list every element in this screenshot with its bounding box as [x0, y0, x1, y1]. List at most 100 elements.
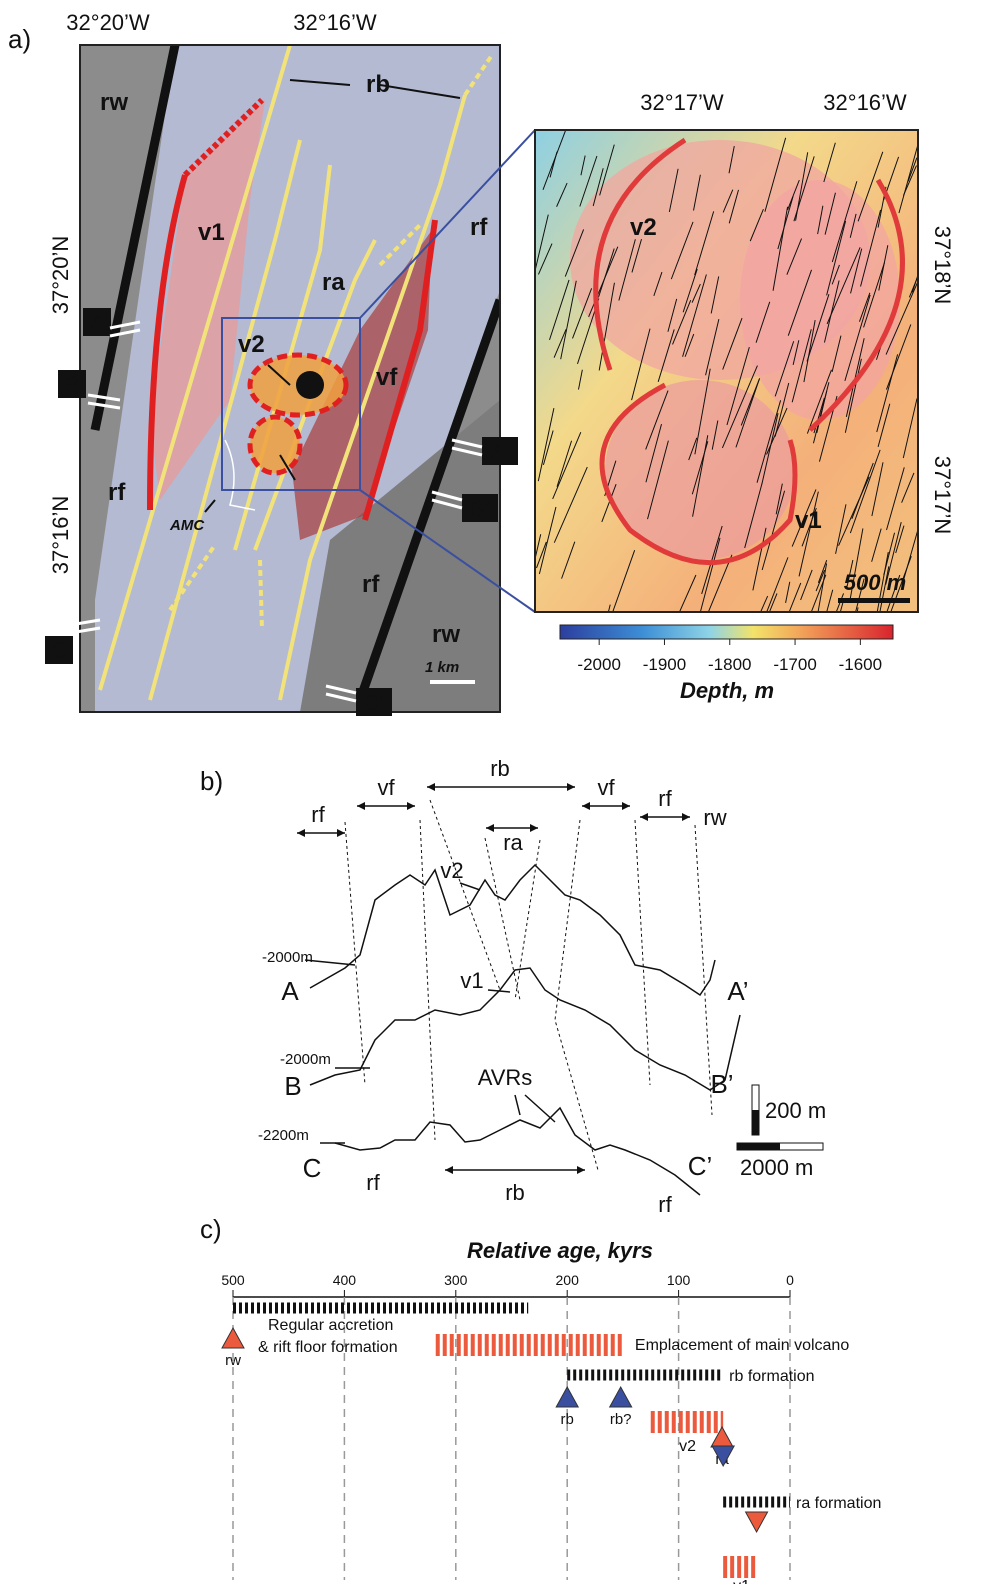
fault-line: [561, 541, 576, 579]
panel-label: b): [200, 766, 223, 796]
figure-path: [362, 219, 438, 521]
figure-path: [309, 863, 716, 997]
fault-line: [760, 595, 769, 612]
x-tick-label: 500: [221, 1272, 245, 1288]
fault-line: [722, 317, 743, 370]
fault-line: [911, 273, 918, 293]
fault-line: [806, 294, 830, 362]
fault-line: [749, 208, 764, 242]
map-label: v2: [630, 214, 657, 241]
section-label: C: [51, 638, 67, 663]
bar-label: Regular accretion: [268, 1317, 393, 1334]
fault-line: [668, 168, 679, 213]
section-label: B: [65, 372, 80, 397]
figure-path: [98, 45, 292, 691]
fault-line: [577, 369, 583, 390]
fault-line: [707, 554, 733, 612]
fault-line: [764, 137, 787, 212]
figure-path: [224, 439, 256, 511]
fault-line: [552, 432, 582, 500]
figure-path: [297, 783, 690, 1174]
figure-ellipse: [605, 380, 795, 560]
figure-path: [204, 364, 296, 513]
fault-line: [657, 329, 675, 382]
zone-label: rf: [311, 802, 325, 827]
x-tick-label: 400: [333, 1272, 357, 1288]
fault-line: [597, 248, 615, 298]
figure-polygon: [150, 100, 265, 500]
bar-label: v1: [733, 1578, 750, 1584]
figure-path: [278, 94, 467, 701]
zone-label: rf: [658, 1192, 672, 1217]
figure-rect: [737, 1143, 780, 1150]
fault-line: [823, 280, 840, 343]
fault-line: [787, 269, 813, 336]
fault-line: [810, 574, 827, 612]
figure-g: -2000 -1900 -1800 -1700 -1600: [577, 639, 882, 674]
figure-polygon: [300, 400, 500, 712]
fault-line: [535, 194, 536, 198]
lon-label: 32°16’W: [293, 10, 377, 35]
fault-line: [786, 238, 803, 275]
figure-rect: [58, 370, 86, 398]
figure-path: [69, 320, 483, 703]
figure-ellipse: [247, 352, 349, 418]
inset-map: [535, 130, 918, 612]
fault-line: [761, 413, 779, 485]
figure-g: [535, 130, 918, 612]
fault-line: [858, 292, 871, 322]
fault-line: [791, 489, 817, 547]
fault-line: [788, 582, 802, 612]
fault-line: [645, 390, 669, 450]
figure-path: [459, 882, 556, 1123]
figure-rect: [45, 636, 73, 664]
fault-line: [726, 346, 750, 426]
fault-line: [826, 247, 861, 325]
fault-line: [871, 528, 882, 562]
fault-line: [579, 155, 598, 207]
fault-line: [601, 484, 617, 523]
fault-line: [710, 276, 720, 314]
fault-line: [844, 294, 871, 382]
bar-label: ra formation: [796, 1495, 881, 1512]
fault-line: [542, 430, 554, 466]
map-label: rf: [362, 571, 380, 598]
fault-line: [885, 521, 902, 585]
main-map: [80, 45, 500, 712]
depth-label: -2000m: [280, 1051, 331, 1068]
figure-path: [258, 559, 264, 631]
fault-line: [580, 155, 586, 176]
fault-line: [752, 527, 767, 591]
colorbar-tick-label: -1700: [773, 655, 816, 674]
fault-line: [535, 581, 536, 583]
scale-label: 2000 m: [740, 1155, 813, 1180]
fault-line: [902, 398, 918, 459]
fault-line: [895, 525, 905, 554]
figure-path: [463, 53, 494, 97]
fault-line: [803, 320, 816, 383]
fault-line: [849, 213, 857, 238]
scale-label: 200 m: [765, 1098, 826, 1123]
map-label: vf: [376, 364, 398, 391]
fault-line: [556, 440, 573, 487]
figure-g: [297, 783, 690, 1174]
profile-label: B: [284, 1071, 301, 1101]
depth-label: -2000m: [262, 949, 313, 966]
figure-ellipse: [250, 417, 300, 473]
scale-label: 1 km: [425, 659, 459, 676]
fault-line: [701, 525, 723, 595]
feature-label: v1: [460, 968, 483, 993]
axis-title: Relative age, kyrs: [467, 1238, 653, 1263]
map-label: v1: [198, 219, 225, 246]
fault-line: [564, 229, 585, 277]
fault-line: [777, 196, 794, 250]
fault-line: [694, 211, 715, 276]
figure-path: [297, 786, 690, 834]
figure-ellipse: [247, 414, 303, 476]
zone-label: ra: [503, 830, 523, 855]
map-label: rb: [366, 71, 390, 98]
feature-label: v2: [440, 858, 463, 883]
zone-label: rb: [505, 1180, 525, 1205]
fault-line: [908, 274, 918, 298]
fault-line: [755, 301, 771, 343]
